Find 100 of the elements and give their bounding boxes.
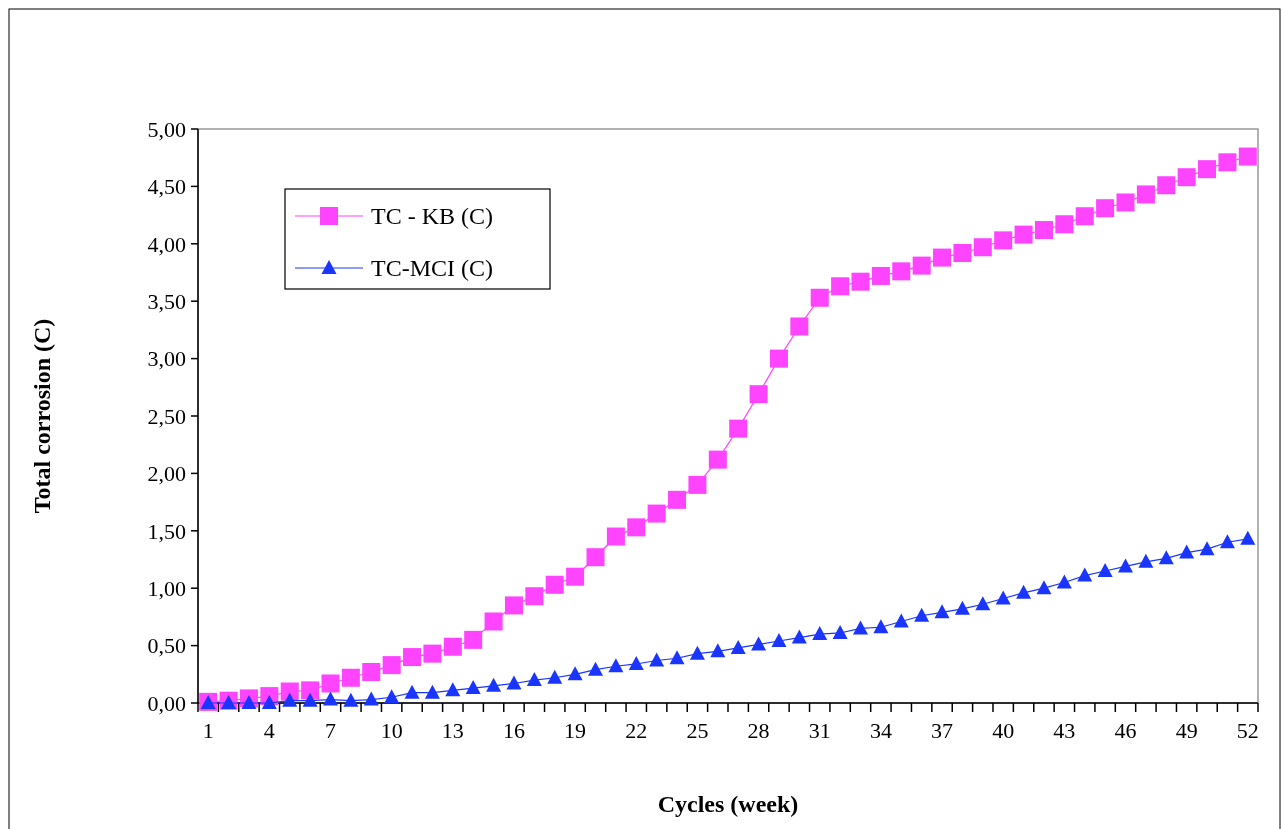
- y-tick-label: 3,50: [147, 288, 186, 314]
- point: [1136, 185, 1155, 204]
- x-tick-label: 10: [380, 718, 403, 743]
- point: [1219, 534, 1235, 549]
- x-tick-label: 49: [1175, 718, 1198, 743]
- point: [424, 684, 440, 699]
- point: [362, 663, 381, 681]
- point: [403, 648, 422, 667]
- x-axis-title: Cycles (week): [657, 791, 799, 817]
- y-tick-label: 2,00: [147, 461, 186, 487]
- point: [1034, 221, 1053, 240]
- point: [1014, 225, 1033, 244]
- x-tick-label: 16: [502, 718, 525, 743]
- x-tick-label: 19: [564, 718, 587, 743]
- point: [384, 689, 400, 704]
- y-axis-title: Total corrosion (C): [29, 318, 55, 514]
- point: [323, 691, 338, 706]
- point: [588, 661, 603, 676]
- point: [1116, 193, 1135, 212]
- point: [526, 672, 542, 687]
- x-tick-label: 4: [263, 718, 275, 743]
- y-tick-label: 3,00: [147, 346, 186, 372]
- point: [893, 613, 909, 628]
- point: [791, 629, 807, 644]
- x-tick-label: 13: [441, 718, 464, 743]
- point: [302, 692, 318, 707]
- x-tick-label: 34: [869, 718, 892, 743]
- point: [606, 527, 625, 546]
- y-tick-label: 0,50: [147, 633, 186, 659]
- point: [689, 645, 705, 660]
- point: [282, 692, 298, 707]
- point: [547, 669, 563, 684]
- point: [851, 272, 870, 291]
- point: [688, 475, 707, 494]
- point: [729, 419, 748, 438]
- point: [1218, 153, 1237, 172]
- point: [892, 262, 911, 281]
- point: [649, 652, 665, 667]
- x-tick-label: 52: [1236, 718, 1259, 743]
- point: [1096, 199, 1115, 218]
- point: [1177, 168, 1196, 187]
- y-tick-label: 0,00: [147, 690, 186, 716]
- point: [1118, 558, 1133, 573]
- point: [545, 575, 564, 594]
- x-tick-label: 46: [1114, 718, 1137, 743]
- point: [261, 695, 277, 709]
- point: [832, 624, 848, 639]
- point: [1158, 550, 1174, 565]
- point: [504, 596, 523, 615]
- point: [771, 633, 787, 648]
- point: [382, 656, 401, 675]
- point: [423, 644, 442, 663]
- y-tick-label: 1,00: [147, 575, 186, 601]
- point: [730, 639, 746, 654]
- point: [566, 567, 585, 586]
- point: [363, 691, 379, 706]
- x-tick-label: 37: [931, 718, 954, 743]
- point: [812, 626, 828, 641]
- point: [710, 643, 726, 658]
- point: [933, 248, 952, 267]
- point: [506, 675, 522, 690]
- legend-label: TC-MCI (C): [371, 255, 493, 282]
- point: [853, 620, 868, 635]
- y-tick-label: 4,50: [147, 174, 186, 200]
- point: [749, 385, 768, 404]
- point: [443, 637, 462, 656]
- point: [525, 587, 544, 606]
- x-tick-label: 7: [325, 718, 336, 743]
- point: [1077, 567, 1093, 582]
- point: [973, 238, 992, 257]
- point: [586, 548, 605, 567]
- point: [769, 349, 788, 368]
- point: [1055, 215, 1074, 234]
- point: [647, 504, 666, 523]
- point: [404, 684, 420, 699]
- point: [751, 636, 767, 651]
- point: [953, 243, 972, 262]
- point: [1138, 553, 1154, 568]
- point: [445, 682, 461, 697]
- point: [486, 677, 502, 692]
- point: [627, 518, 646, 537]
- point: [1238, 147, 1257, 166]
- point: [810, 288, 829, 307]
- point: [934, 604, 950, 619]
- point: [954, 600, 970, 615]
- point: [608, 658, 624, 673]
- point: [1179, 544, 1195, 559]
- point: [912, 256, 931, 275]
- point: [668, 490, 687, 509]
- point: [1036, 580, 1052, 595]
- point: [708, 450, 727, 469]
- point: [790, 317, 809, 336]
- point: [1056, 574, 1072, 589]
- point: [1016, 584, 1032, 599]
- x-tick-label: 28: [747, 718, 770, 743]
- point: [465, 680, 481, 695]
- point: [1240, 530, 1256, 545]
- x-tick-label: 31: [808, 718, 831, 743]
- legend-label: TC - KB (C): [371, 203, 493, 230]
- x-tick-label: 25: [686, 718, 709, 743]
